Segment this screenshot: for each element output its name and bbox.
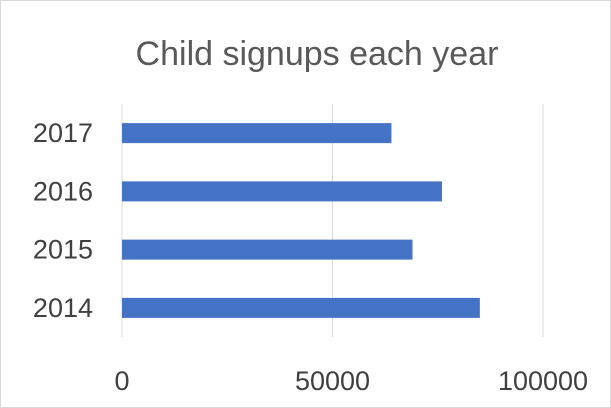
x-tick-label: 0 [114,366,129,396]
bar-2017 [122,123,392,144]
bar-2016 [122,181,442,202]
chart-title: Child signups each year [136,35,499,73]
bar-2014 [122,297,480,318]
y-tick-label: 2016 [33,176,93,206]
y-axis-labels: 2014 2015 2016 2017 [33,118,93,323]
y-tick-label: 2015 [33,235,93,265]
bars [122,123,480,318]
x-tick-label: 50000 [295,366,370,396]
y-tick-label: 2014 [33,293,93,323]
y-tick-label: 2017 [33,118,93,148]
x-tick-label: 100000 [498,366,588,396]
bar-2015 [122,239,413,260]
x-axis-labels: 0 50000 100000 [114,366,588,396]
